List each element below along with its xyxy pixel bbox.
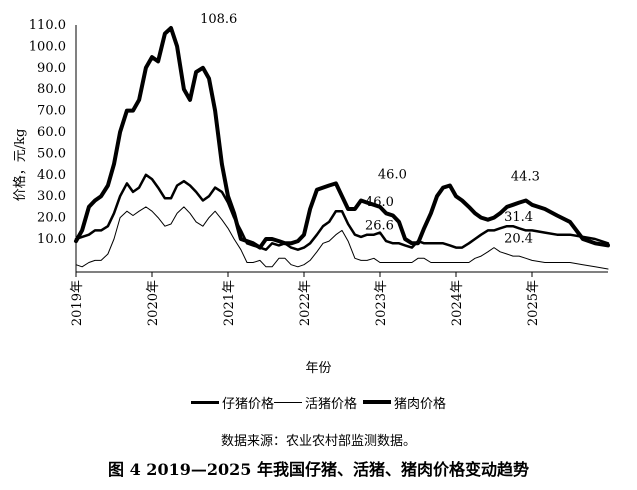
y-tick-label: 40.0 (37, 168, 66, 183)
series-lines (74, 26, 610, 270)
legend-label-piglet: 仔猪价格 (221, 396, 274, 412)
y-tick-label: 90.0 (37, 61, 66, 76)
y-tick-label: 110.0 (29, 18, 66, 33)
y-tick-label: 60.0 (37, 125, 66, 140)
legend-swatch-piglet (190, 400, 219, 404)
series-line-1 (75, 206, 609, 270)
legend-item-live-hog: 活猪价格 (273, 393, 357, 412)
y-tick-label: 10.0 (37, 232, 66, 247)
x-tick-label: 2022年 (298, 280, 313, 326)
figure-caption: 图 4 2019—2025 年我国仔猪、活猪、猪肉价格变动趋势 (108, 460, 529, 479)
x-tick-label: 2025年 (526, 280, 541, 326)
data-label: 46.0 (365, 195, 394, 210)
legend-swatch-live-hog (273, 401, 302, 403)
data-label: 44.3 (511, 170, 540, 185)
axes: 10.0 20.0 30.0 40.0 50.0 60.0 70.0 80.0 90.0 100.… (29, 18, 608, 326)
annotations: 108.6 46.0 46.0 26.6 44.3 31.4 20.4 (200, 12, 540, 247)
data-label: 26.6 (365, 219, 394, 234)
series-line-0 (74, 173, 610, 251)
y-tick-label: 50.0 (37, 146, 66, 161)
y-tick-label: 20.0 (37, 211, 66, 226)
source-note: 数据来源：农业农村部监测数据。 (220, 434, 416, 449)
series-line-2 (74, 26, 610, 250)
x-axis-label: 年份 (305, 361, 332, 376)
x-tick-label: 2024年 (450, 280, 465, 326)
legend-label-live-hog: 活猪价格 (304, 396, 357, 412)
legend-label-pork: 猪肉价格 (394, 396, 447, 412)
y-tick-label: 100.0 (29, 39, 66, 54)
line-chart: 10.0 20.0 30.0 40.0 50.0 60.0 70.0 80.0 90.0 100.… (12, 12, 610, 326)
x-tick-label: 2019年 (70, 280, 85, 326)
x-tick-label: 2020年 (146, 280, 161, 326)
data-label: 20.4 (504, 232, 533, 247)
y-tick-label: 70.0 (37, 104, 66, 119)
y-tick-label: 30.0 (37, 189, 66, 204)
x-tick-label: 2021年 (222, 280, 237, 326)
y-tick-label: 80.0 (37, 82, 66, 97)
x-tick-label: 2023年 (374, 280, 389, 326)
legend-swatch-pork (363, 400, 391, 404)
data-label: 31.4 (504, 210, 533, 225)
y-axis-label: 价格，元/kg (12, 129, 28, 202)
legend: 仔猪价格 活猪价格 猪肉价格 (0, 392, 637, 412)
legend-item-piglet: 仔猪价格 (190, 393, 274, 412)
legend-item-pork: 猪肉价格 (363, 393, 446, 412)
data-label: 46.0 (378, 167, 407, 182)
data-label: 108.6 (200, 12, 237, 27)
